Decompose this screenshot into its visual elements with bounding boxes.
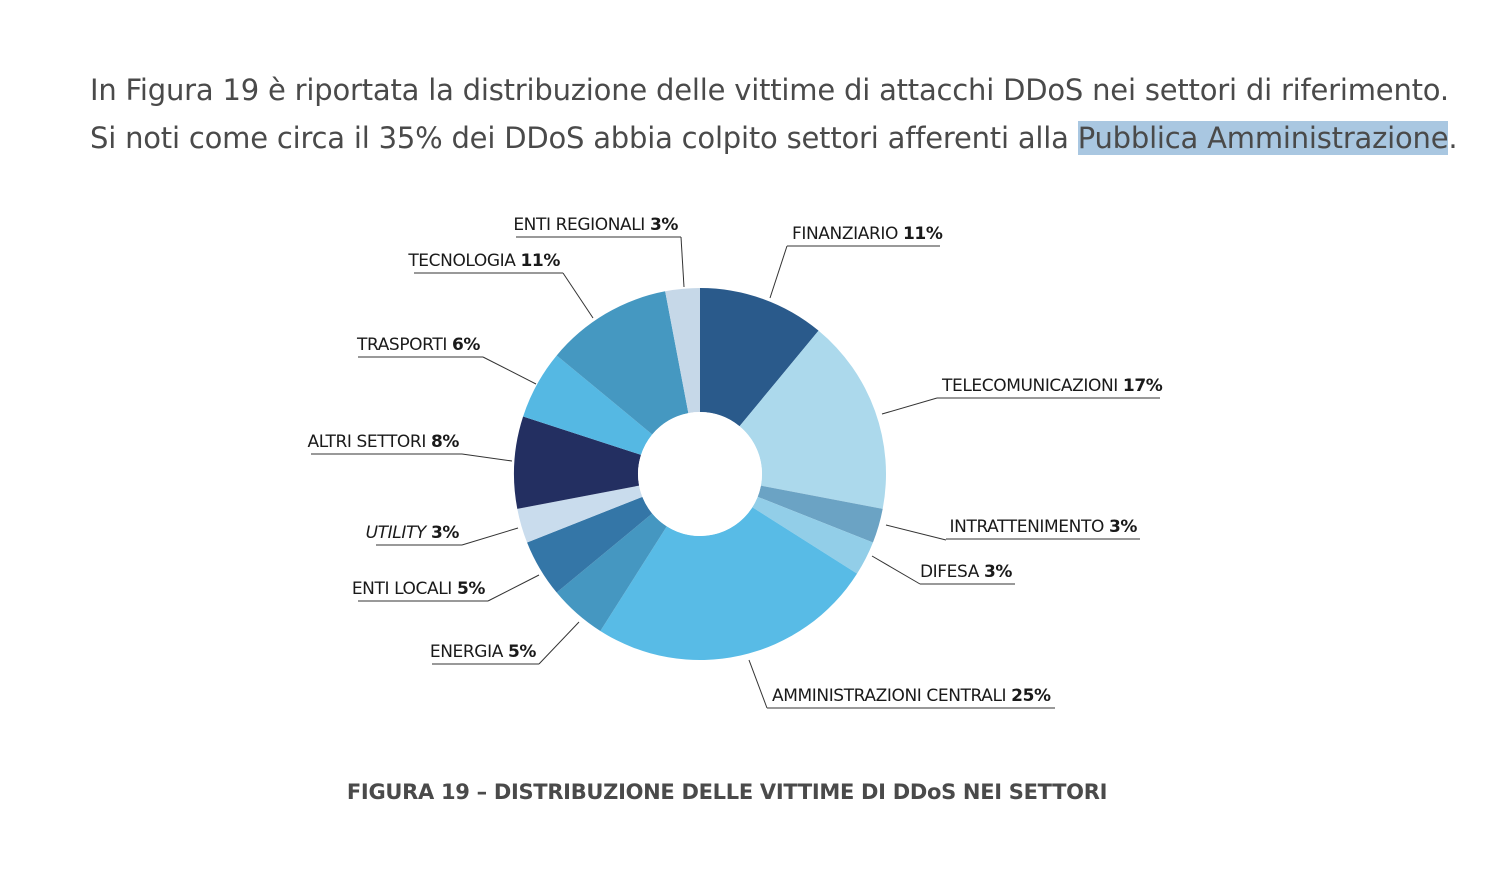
leader-line-difesa: [871, 555, 921, 585]
slice-enti-locali: [527, 496, 653, 593]
leader-line-intrattenimento: [885, 524, 947, 541]
value-label: 8%: [431, 432, 459, 452]
value-label: 5%: [508, 642, 536, 662]
leader-line-finanziario: [769, 245, 788, 299]
category-label: ENTI LOCALI: [352, 579, 457, 599]
data-label-enti-locali: ENTI LOCALI 5%: [352, 579, 486, 599]
intro-line-2-end: .: [1448, 121, 1458, 155]
value-label: 5%: [457, 579, 485, 599]
value-label: 3%: [984, 562, 1012, 582]
data-label-trasporti: TRASPORTI 6%: [356, 335, 480, 355]
data-label-amministrazioni-centrali: AMMINISTRAZIONI CENTRALI 25%: [772, 686, 1051, 706]
leader-line-energia: [538, 621, 580, 665]
data-label-enti-regionali: ENTI REGIONALI 3%: [513, 215, 678, 235]
slice-intrattenimento: [757, 485, 883, 543]
leader-line-enti-locali: [487, 574, 540, 602]
category-label: AMMINISTRAZIONI CENTRALI: [772, 686, 1011, 706]
slice-finanziario: [700, 288, 819, 427]
data-label-finanziario: FINANZIARIO 11%: [792, 224, 943, 244]
data-label-difesa: DIFESA 3%: [920, 562, 1012, 582]
leader-line-trasporti: [482, 356, 537, 385]
category-label: TECNOLOGIA: [407, 251, 520, 271]
slice-energia: [556, 513, 667, 632]
intro-paragraph: In Figura 19 è riportata la distribuzion…: [90, 66, 1458, 162]
data-label-utility: UTILITY 3%: [366, 523, 460, 543]
category-label: DIFESA: [920, 562, 984, 582]
leader-line-enti-regionali: [680, 236, 685, 288]
value-label: 3%: [431, 523, 459, 543]
intro-line-2-text: Si noti come circa il 35% dei DDoS abbia…: [90, 121, 1078, 155]
category-label: ENTI REGIONALI: [513, 215, 650, 235]
value-label: 11%: [903, 224, 943, 244]
value-label: 11%: [521, 251, 561, 271]
leader-line-telecomunicazioni: [881, 397, 938, 415]
leader-line-amministrazioni-centrali: [748, 659, 768, 709]
value-label: 3%: [650, 215, 678, 235]
value-label: 25%: [1011, 686, 1051, 706]
data-label-altri-settori: ALTRI SETTORI 8%: [308, 432, 460, 452]
slice-difesa: [752, 496, 873, 574]
data-label-intrattenimento: INTRATTENIMENTO 3%: [950, 517, 1138, 537]
data-label-telecomunicazioni: TELECOMUNICAZIONI 17%: [941, 376, 1163, 396]
category-label: TELECOMUNICAZIONI: [941, 376, 1123, 396]
intro-line-2: Si noti come circa il 35% dei DDoS abbia…: [90, 114, 1458, 162]
leader-line-tecnologia: [562, 272, 594, 319]
figure-caption: FIGURA 19 – DISTRIBUZIONE DELLE VITTIME …: [346, 780, 1108, 804]
leader-line-utility: [461, 527, 519, 546]
category-label: TRASPORTI: [356, 335, 452, 355]
category-label: ENERGIA: [430, 642, 508, 662]
data-label-tecnologia: TECNOLOGIA 11%: [407, 251, 560, 271]
category-label: ALTRI SETTORI: [308, 432, 431, 452]
intro-line-1: In Figura 19 è riportata la distribuzion…: [90, 73, 1449, 107]
slice-utility: [517, 485, 643, 543]
slice-tecnologia: [556, 291, 689, 435]
value-label: 17%: [1123, 376, 1163, 396]
category-label: UTILITY: [366, 523, 431, 543]
value-label: 3%: [1109, 517, 1137, 537]
leader-line-altri-settori: [461, 453, 513, 462]
slice-amministrazioni-centrali: [600, 507, 858, 660]
slice-telecomunicazioni: [739, 330, 887, 509]
slice-enti-regionali: [665, 288, 700, 414]
slice-trasporti: [523, 355, 653, 455]
category-label: FINANZIARIO: [792, 224, 903, 244]
value-label: 6%: [452, 335, 480, 355]
donut-hole: [638, 412, 762, 536]
category-label: INTRATTENIMENTO: [950, 517, 1109, 537]
highlighted-text: Pubblica Amministrazione: [1077, 121, 1449, 155]
data-label-energia: ENERGIA 5%: [430, 642, 536, 662]
slice-altri-settori: [514, 416, 642, 509]
